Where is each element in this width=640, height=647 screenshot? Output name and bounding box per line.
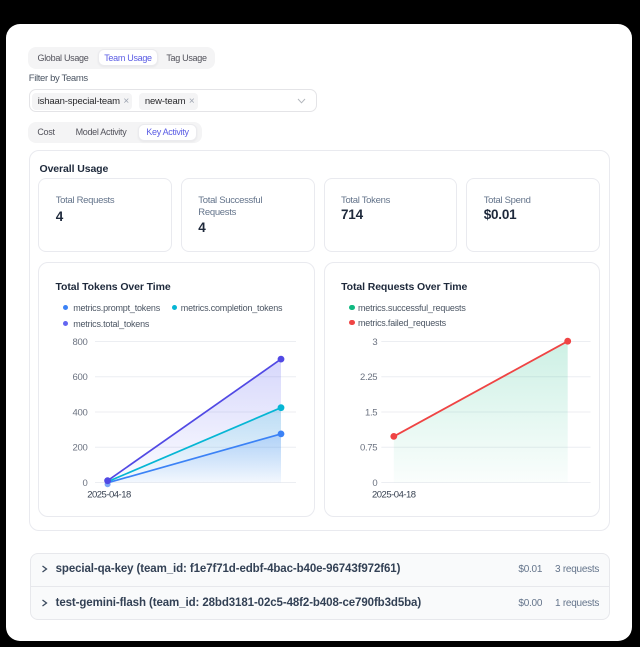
svg-text:2025-04-18: 2025-04-18 (372, 490, 416, 501)
svg-text:0.75: 0.75 (360, 443, 377, 454)
svg-text:400: 400 (73, 407, 88, 418)
svg-text:0: 0 (372, 478, 377, 489)
svg-text:3: 3 (372, 337, 377, 348)
svg-text:2025-04-18: 2025-04-18 (88, 490, 132, 501)
svg-text:1.5: 1.5 (365, 407, 377, 418)
svg-text:600: 600 (73, 372, 88, 383)
svg-text:800: 800 (73, 337, 88, 348)
svg-text:200: 200 (73, 443, 88, 454)
svg-text:2.25: 2.25 (360, 372, 377, 383)
svg-text:0: 0 (83, 478, 88, 489)
